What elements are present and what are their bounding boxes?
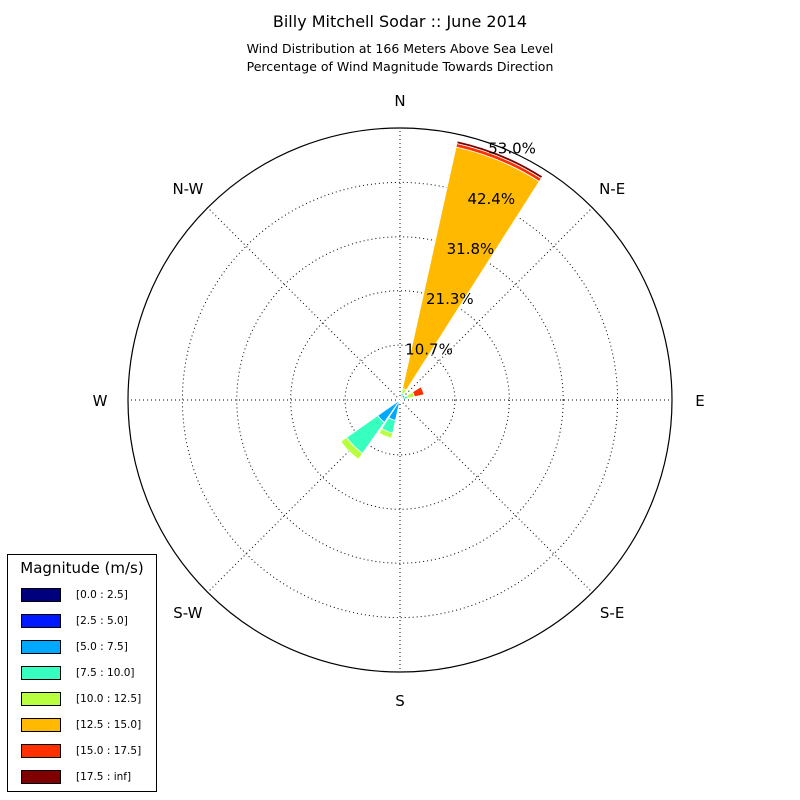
wind-bar-segment: [456, 140, 544, 179]
wind-bar-segment: [378, 428, 394, 439]
grid-spoke: [399, 207, 593, 401]
wind-bar-segment: [411, 386, 425, 398]
legend-title: Magnitude (m/s): [20, 559, 144, 577]
legend-swatch: [21, 588, 61, 602]
radial-tick-label: 53.0%: [488, 140, 536, 158]
legend-label: [10.0 : 12.5]: [76, 693, 142, 705]
radial-tick-label: 31.8%: [447, 240, 495, 258]
chart-subtitle-line-2: Percentage of Wind Magnitude Towards Dir…: [246, 59, 554, 74]
direction-label: W: [93, 392, 108, 410]
legend-swatch: [21, 640, 61, 654]
legend-swatch: [21, 718, 61, 732]
legend-label: [15.0 : 17.5]: [76, 745, 142, 757]
grid-spoke: [207, 399, 401, 593]
legend-label: [12.5 : 15.0]: [76, 719, 142, 731]
grid-spoke: [399, 399, 593, 593]
chart-subtitle-line-1: Wind Distribution at 166 Meters Above Se…: [246, 41, 554, 56]
direction-label: N: [394, 92, 405, 110]
wind-bars: [340, 140, 544, 460]
legend: Magnitude (m/s) [0.0 : 2.5] [2.5 : 5.0] …: [7, 554, 157, 792]
radial-tick-label: 42.4%: [467, 190, 515, 208]
direction-label: N-W: [172, 180, 203, 198]
direction-label: S-W: [173, 604, 202, 622]
legend-label: [2.5 : 5.0]: [76, 615, 128, 627]
legend-label: [0.0 : 2.5]: [76, 589, 128, 601]
legend-label: [5.0 : 7.5]: [76, 641, 128, 653]
legend-swatch: [21, 692, 61, 706]
legend-swatch: [21, 614, 61, 628]
direction-label: S: [395, 692, 405, 710]
grid-circle: [344, 344, 456, 456]
grid-circle: [181, 181, 619, 619]
radial-tick-label: 21.3%: [426, 290, 474, 308]
direction-label: N-E: [599, 180, 625, 198]
legend-swatch: [21, 666, 61, 680]
legend-swatch: [21, 744, 61, 758]
grid-circle: [236, 236, 564, 564]
legend-swatch: [21, 770, 61, 784]
grid-spoke: [207, 207, 401, 401]
direction-label: E: [695, 392, 704, 410]
chart-title: Billy Mitchell Sodar :: June 2014: [272, 12, 528, 31]
direction-label: S-E: [600, 604, 624, 622]
chart-labels: 10.7% 21.3% 31.8% 42.4% 53.0% N N-E E S-E S S-W W N-…: [93, 92, 705, 710]
legend-label: [7.5 : 10.0]: [76, 667, 135, 679]
legend-label: [17.5 : inf]: [76, 771, 132, 783]
polar-grid: [127, 127, 673, 673]
radial-tick-label: 10.7%: [405, 340, 453, 358]
polar-frame: [127, 127, 673, 673]
wind-bar-segment: [340, 436, 364, 460]
